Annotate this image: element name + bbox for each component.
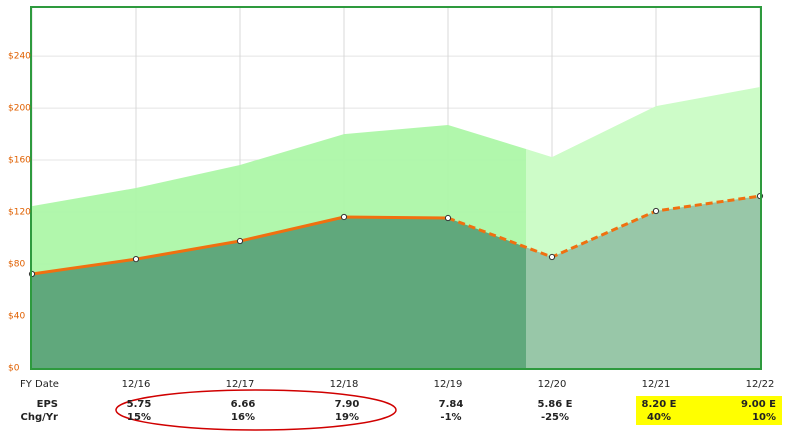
table-cell: 8.20 E (642, 399, 677, 410)
plot-area (28, 8, 764, 369)
x-tick-label: 12/16 (122, 379, 151, 390)
point (132, 255, 140, 263)
point (236, 237, 244, 245)
point (652, 207, 660, 215)
plot-frame (30, 6, 762, 370)
annotation-ellipse (115, 389, 397, 431)
point (340, 213, 348, 221)
y-tick-label: $80 (8, 260, 25, 270)
lower-area-estimate (526, 196, 760, 368)
table-cell: 9.00 E (741, 399, 776, 410)
point (548, 253, 556, 261)
y-tick-label: $40 (8, 312, 25, 322)
highlight (636, 396, 782, 425)
x-tick-label: 12/18 (330, 379, 359, 390)
row-label: Chg/Yr (21, 412, 59, 423)
point (444, 214, 452, 222)
table-cell: 19% (335, 412, 359, 423)
table-cell: 5.86 E (538, 399, 573, 410)
y-tick-label: $200 (8, 104, 31, 114)
table-cell: 16% (231, 412, 255, 423)
x-tick-label: 12/21 (642, 379, 671, 390)
x-tick-label: 12/17 (226, 379, 255, 390)
x-tick-label: 12/22 (746, 379, 775, 390)
y-tick-label: $160 (8, 156, 31, 166)
table-cell: 6.66 (231, 399, 256, 410)
table-cell: 10% (752, 412, 776, 423)
table-cell: 7.84 (439, 399, 464, 410)
table-cell: 15% (127, 412, 151, 423)
y-tick-label: $240 (8, 52, 31, 62)
y-tick-label: $0 (8, 364, 20, 374)
x-tick-label: 12/20 (538, 379, 567, 390)
row-label: EPS (37, 399, 58, 410)
x-tick-label: 12/19 (434, 379, 463, 390)
line-estimate (447, 194, 761, 259)
x-axis-label: FY Date (20, 379, 59, 390)
table-cell: 7.90 (335, 399, 360, 410)
table-cell: 40% (647, 412, 671, 423)
lower-area (32, 216, 526, 368)
y-tick-label: $120 (8, 208, 31, 218)
table-cell: -25% (541, 412, 569, 423)
table-cell: 5.75 (127, 399, 152, 410)
table-cell: -1% (440, 412, 461, 423)
